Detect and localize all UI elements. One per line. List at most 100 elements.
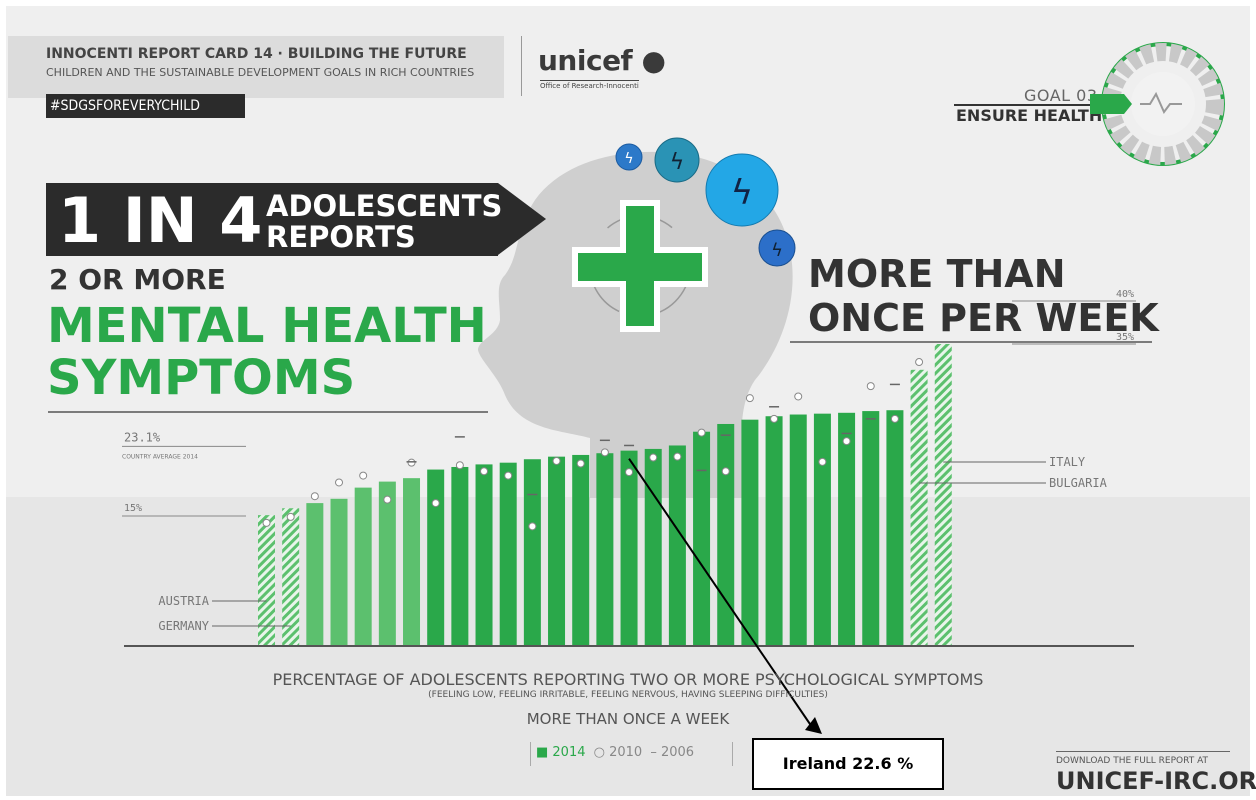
- marker-2010: [262, 518, 271, 527]
- header-box: [8, 36, 504, 98]
- bar-2014: [668, 445, 686, 645]
- marker-2010: [673, 452, 682, 461]
- marker-2010: [770, 414, 779, 423]
- bar-2014: [282, 508, 300, 645]
- marker-2010: [890, 414, 899, 423]
- headline-ratio: 1 IN 4: [58, 184, 263, 257]
- marker-2010: [625, 468, 634, 477]
- headline-banner-arrow: [498, 183, 546, 255]
- marker-2010: [431, 499, 440, 508]
- bar-2014: [378, 481, 396, 645]
- headline-qualifier: 2 OR MORE: [49, 263, 226, 296]
- legend-2010: ○ 2010: [593, 745, 643, 760]
- headline-topic: MENTAL HEALTH SYMPTOMS: [47, 300, 487, 404]
- marker-2010: [915, 358, 924, 367]
- goal-wheel-icon: [1090, 42, 1225, 166]
- country-label: GERMANY: [158, 619, 209, 633]
- marker-2010: [794, 392, 803, 401]
- bar-2014: [403, 478, 421, 645]
- marker-2010: [552, 456, 561, 465]
- country-label: AUSTRIA: [158, 594, 209, 608]
- bar-2014: [693, 431, 711, 645]
- headline-line1: ADOLESCENTS: [266, 189, 503, 223]
- ref-label-40: 40%: [1116, 289, 1134, 300]
- bar-2014: [451, 466, 469, 645]
- marker-2010: [649, 453, 658, 462]
- header-divider: [521, 36, 522, 96]
- bar-2014: [475, 464, 493, 645]
- goal-underline: [954, 104, 1092, 106]
- headline-topic-line1: MENTAL HEALTH: [47, 298, 487, 354]
- bar-2014: [499, 462, 517, 645]
- bar-2014: [910, 369, 928, 645]
- bar-2014: [548, 456, 566, 645]
- marker-2010: [504, 471, 513, 480]
- headline-line2: REPORTS: [266, 220, 416, 254]
- marker-2010: [335, 478, 344, 487]
- chart-title: PERCENTAGE OF ADOLESCENTS REPORTING TWO …: [272, 670, 984, 689]
- ireland-arrow: [628, 458, 813, 728]
- lightning-bubbles-icon: ϟ ϟ ϟ ϟ: [615, 137, 796, 267]
- marker-2010: [866, 382, 875, 391]
- report-subtitle: CHILDREN AND THE SUSTAINABLE DEVELOPMENT…: [46, 66, 475, 79]
- ireland-arrowhead: [805, 717, 822, 734]
- marker-2010: [528, 522, 537, 531]
- legend-2006: – 2006: [650, 745, 695, 760]
- bar-2014: [838, 412, 856, 645]
- download-text: DOWNLOAD THE FULL REPORT AT: [1056, 756, 1209, 766]
- bar-2014: [741, 419, 759, 645]
- marker-2010: [310, 492, 319, 501]
- bar-2014: [862, 411, 880, 645]
- svg-text:ϟ: ϟ: [731, 173, 753, 213]
- marker-2010: [818, 457, 827, 466]
- download-divider: [1056, 751, 1230, 752]
- svg-text:ϟ: ϟ: [624, 151, 633, 167]
- country-label: BULGARIA: [1049, 476, 1108, 490]
- svg-text:ϟ: ϟ: [771, 240, 783, 261]
- marker-2010: [600, 448, 609, 457]
- bar-2014: [258, 515, 275, 645]
- frequency-line2: ONCE PER WEEK: [808, 296, 1159, 340]
- marker-2010: [407, 458, 416, 467]
- headline-banner: [46, 183, 498, 256]
- frequency-text: MORE THAN ONCE PER WEEK: [808, 252, 1159, 340]
- ref-label-35: 35%: [1116, 332, 1134, 343]
- legend-divider-right: [732, 742, 733, 766]
- goal-label: ENSURE HEALTH: [956, 106, 1103, 125]
- unicef-logo: unicef ●: [538, 44, 666, 77]
- marker-2010: [480, 467, 489, 476]
- marker-2010: [286, 512, 295, 521]
- marker-2010: [455, 461, 464, 470]
- medical-cross-icon: [572, 200, 708, 332]
- headline-subject: ADOLESCENTS REPORTS: [266, 191, 502, 253]
- chart-subtitle-2: MORE THAN ONCE A WEEK: [526, 710, 730, 728]
- hashtag-badge: #SDGSFOREVERYCHILD: [46, 94, 245, 118]
- bar-2014: [620, 450, 638, 645]
- marker-2010: [359, 471, 368, 480]
- bar-2014: [330, 498, 348, 645]
- average-sublabel: COUNTRY AVERAGE 2014: [122, 453, 198, 460]
- marker-2010: [745, 394, 754, 403]
- bar-2014: [596, 453, 614, 645]
- report-title: INNOCENTI REPORT CARD 14 · BUILDING THE …: [46, 46, 467, 62]
- bar-2014: [354, 487, 372, 645]
- svg-text:ϟ: ϟ: [670, 150, 685, 175]
- marker-2010: [697, 428, 706, 437]
- ref-label-15: 15%: [124, 503, 142, 514]
- legend-2014: ■ 2014: [536, 745, 586, 760]
- marker-2010: [383, 495, 392, 504]
- bar-2014: [644, 448, 662, 645]
- marker-2010: [576, 459, 585, 468]
- goal-number: GOAL 03: [1024, 86, 1098, 105]
- bar-2014: [934, 344, 952, 645]
- download-url[interactable]: UNICEF-IRC.ORG: [1056, 767, 1256, 795]
- chart-legend: ■ 2014 ○ 2010 – 2006: [536, 745, 698, 760]
- bar-2014: [306, 503, 324, 645]
- logo-subtitle: Office of Research-Innocenti: [540, 80, 639, 90]
- bar-2014: [427, 469, 445, 645]
- headline-topic-line2: SYMPTOMS: [47, 350, 356, 406]
- bar-2014: [886, 410, 904, 645]
